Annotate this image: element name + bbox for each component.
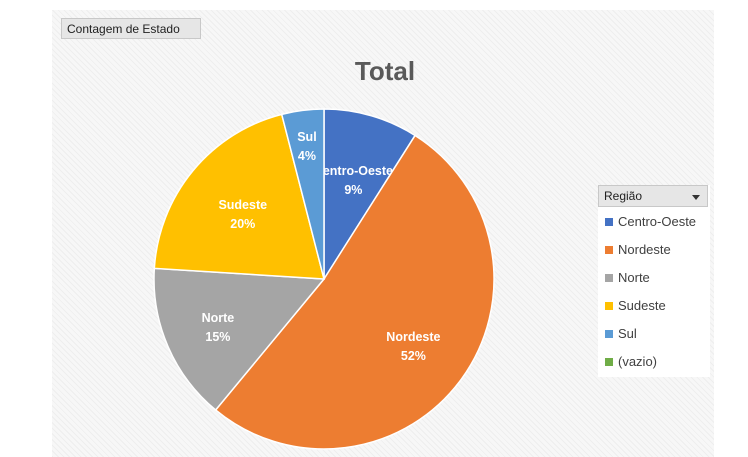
slice-category-label: Sudeste xyxy=(218,198,267,212)
slice-category-label: Nordeste xyxy=(386,330,440,344)
slice-category-label: Centro-Oeste xyxy=(314,164,393,178)
value-field-button[interactable]: Contagem de Estado xyxy=(61,18,201,39)
legend-item-norte: Norte xyxy=(605,268,650,288)
pie-slice-nordeste xyxy=(214,134,495,450)
legend-label: Sul xyxy=(618,326,637,341)
slice-category-label: Sul xyxy=(297,130,316,144)
pie-slice-norte xyxy=(153,267,326,412)
slice-category-label: Norte xyxy=(202,311,235,325)
legend-label: Norte xyxy=(618,270,650,285)
legend-swatch xyxy=(605,330,613,338)
pie-slice-sul xyxy=(280,108,325,280)
legend-label: (vazio) xyxy=(618,354,658,369)
legend-swatch xyxy=(605,358,613,366)
slice-percent-label: 20% xyxy=(230,217,255,231)
legend-item-centro-oeste: Centro-Oeste xyxy=(605,212,696,232)
chart-title: Total xyxy=(354,56,416,86)
legend-swatch xyxy=(605,218,613,226)
dropdown-arrow-icon xyxy=(692,195,700,200)
legend-label: Centro-Oeste xyxy=(618,214,697,229)
slice-percent-label: 52% xyxy=(401,349,426,363)
pie-slice-centro-oeste xyxy=(323,108,417,282)
legend-item-nordeste: Nordeste xyxy=(605,240,671,260)
slice-percent-label: 15% xyxy=(205,330,230,344)
legend-swatch xyxy=(605,302,613,310)
legend-swatch xyxy=(605,246,613,254)
legend-title: Região xyxy=(604,189,643,203)
legend-label: Sudeste xyxy=(618,298,666,313)
pie-slice-sudeste xyxy=(153,113,325,280)
legend-item-vazio: (vazio) xyxy=(605,352,657,372)
legend: Região Centro-Oeste Nordeste Norte Sudes… xyxy=(598,185,710,377)
legend-swatch xyxy=(605,274,613,282)
slice-percent-label: 4% xyxy=(298,149,316,163)
slice-percent-label: 9% xyxy=(344,183,362,197)
legend-filter-dropdown[interactable]: Região xyxy=(598,185,708,207)
legend-label: Nordeste xyxy=(618,242,671,257)
legend-item-sul: Sul xyxy=(605,324,637,344)
legend-item-sudeste: Sudeste xyxy=(605,296,666,316)
